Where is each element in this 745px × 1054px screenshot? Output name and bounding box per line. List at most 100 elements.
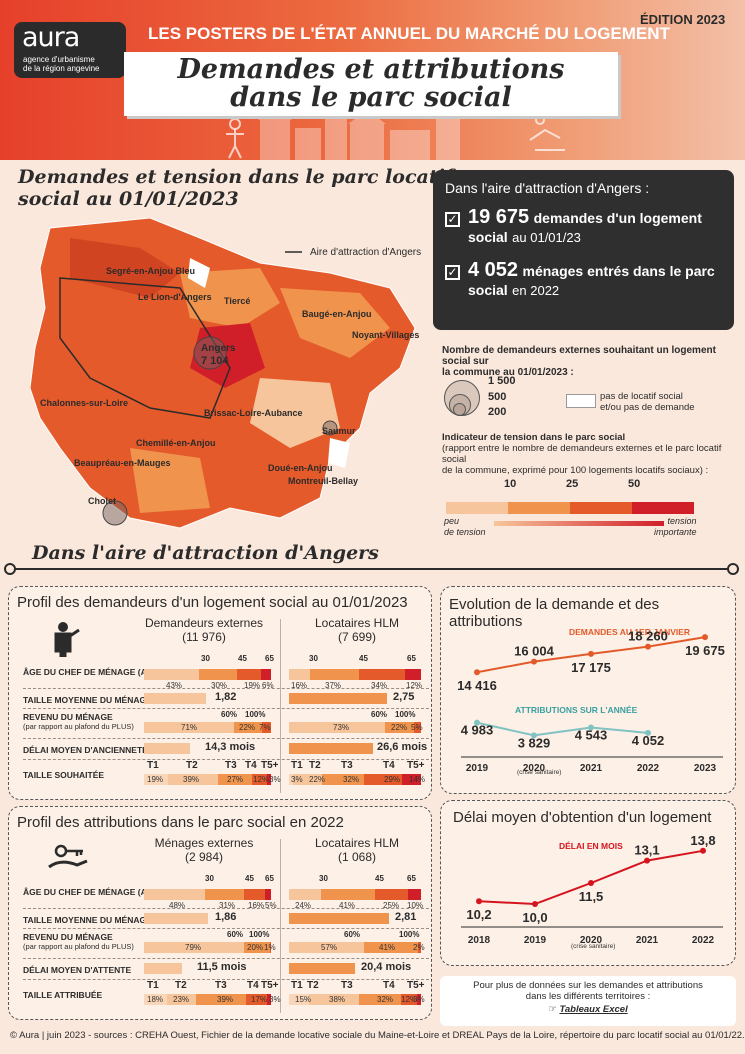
card-title: Délai moyen d'obtention d'un logement	[453, 809, 712, 826]
x-tick-label: 2020	[523, 763, 546, 774]
covid-note: (crise sanitaire)	[571, 943, 616, 950]
footer-sources: © Aura | juin 2023 - sources : CREHA Oue…	[10, 1030, 745, 1041]
attributions-value-label: 3 829	[518, 735, 551, 750]
demandes-value-label: 17 175	[571, 660, 611, 675]
x-tick-label: 2019	[466, 763, 489, 774]
row-label-tsouhaitee: TAILLE SOUHAITÉE	[23, 770, 105, 780]
circle-value-1500: 1 500	[488, 375, 516, 387]
key-figure-menages: ✓ 4 052 ménages entrés dans le parc soci…	[445, 259, 722, 300]
town-label: Le Lion-d'Angers	[138, 292, 212, 302]
delai-bar-hlm	[289, 963, 355, 974]
delai-bar-ext	[144, 743, 190, 754]
age-bar-hlm	[289, 669, 421, 680]
x-tick-label: 2021	[636, 935, 659, 946]
tension-tick-50: 50	[628, 478, 641, 490]
circle-value-200: 200	[488, 406, 507, 418]
x-tick-label: 2023	[694, 763, 717, 774]
key-figures-box: Dans l'aire d'attraction d'Angers : ✓ 19…	[433, 170, 734, 330]
checkbox-icon: ✓	[445, 212, 460, 227]
white-swatch-label: pas de locatif social et/ou pas de demand…	[600, 391, 695, 413]
row-label-tattribuee: TAILLE ATTRIBUÉE	[23, 990, 103, 1000]
aire-section-title: Dans l'aire d'attraction d'Angers	[32, 542, 379, 564]
demandes-point	[474, 669, 480, 676]
demandes-value-label: 14 416	[457, 678, 497, 693]
delai-value-label: 10,0	[522, 910, 547, 925]
town-label: Tiercé	[224, 296, 251, 306]
profil-demandeurs-card: Profil des demandeurs d'un logement soci…	[8, 586, 432, 800]
town-label: 7 104	[201, 355, 229, 367]
series-title: LES POSTERS DE L'ÉTAT ANNUEL DU MARCHÉ D…	[148, 24, 670, 43]
x-tick-label: 2021	[580, 763, 603, 774]
demandes-point	[588, 650, 594, 657]
card-title: Profil des attributions dans le parc soc…	[17, 814, 344, 831]
card-title: Profil des demandeurs d'un logement soci…	[17, 594, 408, 611]
delai-bar-hlm	[289, 743, 373, 754]
tattribuee-bar-hlm	[289, 994, 421, 1005]
x-tick-label: 2022	[637, 763, 660, 774]
age-bar-hlm	[289, 889, 421, 900]
row-label-taille: TAILLE MOYENNE DU MÉNAGE	[23, 915, 152, 925]
row-label-age: ÂGE DU CHEF DE MÉNAGE (AN)	[23, 887, 156, 897]
circle-value-500: 500	[488, 391, 507, 403]
revenu-bar-ext	[144, 722, 271, 733]
revenu-bar-hlm	[289, 722, 421, 733]
col-header-hlm: Locataires HLM (7 699)	[314, 616, 400, 644]
attributions-series-label: ATTRIBUTIONS SUR L'ANNÉE	[515, 705, 638, 715]
tension-swatch-4	[632, 502, 694, 514]
tsouhaitee-bar-ext	[144, 774, 271, 785]
evolution-chart: 14 416 16 004 17 175 18 260 19 675 4 983 3 829…	[457, 629, 725, 774]
attributions-point	[531, 732, 537, 739]
town-label: Montreuil-Bellay	[288, 476, 359, 486]
attributions-value-label: 4 052	[632, 733, 665, 748]
taille-bar-ext	[144, 693, 206, 704]
attributions-point	[645, 729, 651, 736]
map-section-title: Demandes et tension dans le parc locatif…	[18, 166, 454, 210]
delai-value-label: 10,2	[466, 907, 491, 922]
taille-bar-hlm	[289, 693, 387, 704]
tension-swatch-2	[508, 502, 570, 514]
tension-high-label: tension importante	[654, 516, 697, 537]
title-line-1: Demandes et attributions	[177, 54, 565, 85]
town-label: Chalonnes-sur-Loire	[40, 398, 129, 408]
delai-card: Délai moyen d'obtention d'un logement DÉ…	[440, 800, 736, 966]
town-label: Noyant-Villages	[352, 330, 420, 340]
white-swatch	[566, 394, 596, 408]
taille-bar-ext	[144, 913, 208, 924]
commune-map	[30, 218, 416, 529]
col-header-ext: Demandeurs externes (11 976)	[144, 616, 264, 644]
age-bar-ext	[144, 889, 271, 900]
delai-point	[532, 901, 538, 907]
card-title: Evolution de la demande et des attributi…	[449, 596, 660, 630]
demandes-value: 19 675	[468, 206, 530, 228]
column-divider	[280, 839, 281, 1013]
town-label: Chemillé-en-Anjou	[136, 438, 216, 448]
row-label-revenu: REVENU DU MÉNAGE (par rapport au plafond …	[23, 712, 134, 731]
x-tick-label: 2020	[580, 935, 603, 946]
tension-swatch-3	[570, 502, 632, 514]
profil-attributions-card: Profil des attributions dans le parc soc…	[8, 806, 432, 1020]
houses-illustration	[226, 110, 565, 160]
row-label-revenu: REVENU DU MÉNAGE (par rapport au plafond …	[23, 932, 134, 951]
attributions-value-label: 4 983	[461, 723, 494, 738]
delai-value-label: 13,1	[634, 843, 659, 858]
tsouhaitee-bar-hlm	[289, 774, 421, 785]
delai-value-label: 11,5	[579, 889, 604, 904]
tension-tick-25: 25	[566, 478, 579, 490]
delai-point	[588, 880, 594, 886]
town-label: Beaupréau-en-Mauges	[74, 458, 171, 468]
attributions-point	[588, 724, 594, 731]
delai-chart: 10,2 2018 10,0 2019 11,5 2020 13,1 2021 13,8 2022	[461, 833, 723, 946]
legend-circle-small	[453, 403, 466, 416]
evolution-card: Evolution de la demande et des attributi…	[440, 586, 736, 794]
more-info-box: Pour plus de données sur les demandes et…	[440, 976, 736, 1026]
tension-arrow	[494, 521, 664, 526]
delai-series-label: DÉLAI EN MOIS	[559, 841, 623, 851]
header-banner: aura agence d'urbanisme de la région ange…	[0, 0, 745, 160]
x-tick-label: 2019	[524, 935, 547, 946]
delai-point	[644, 857, 650, 864]
revenu-bar-hlm	[289, 942, 421, 953]
person-icon	[54, 622, 80, 657]
demandes-value-label: 16 004	[514, 644, 555, 659]
tableaux-excel-link[interactable]: Tableaux Excel	[559, 1004, 628, 1015]
col-header-ext: Ménages externes (2 984)	[154, 836, 254, 864]
